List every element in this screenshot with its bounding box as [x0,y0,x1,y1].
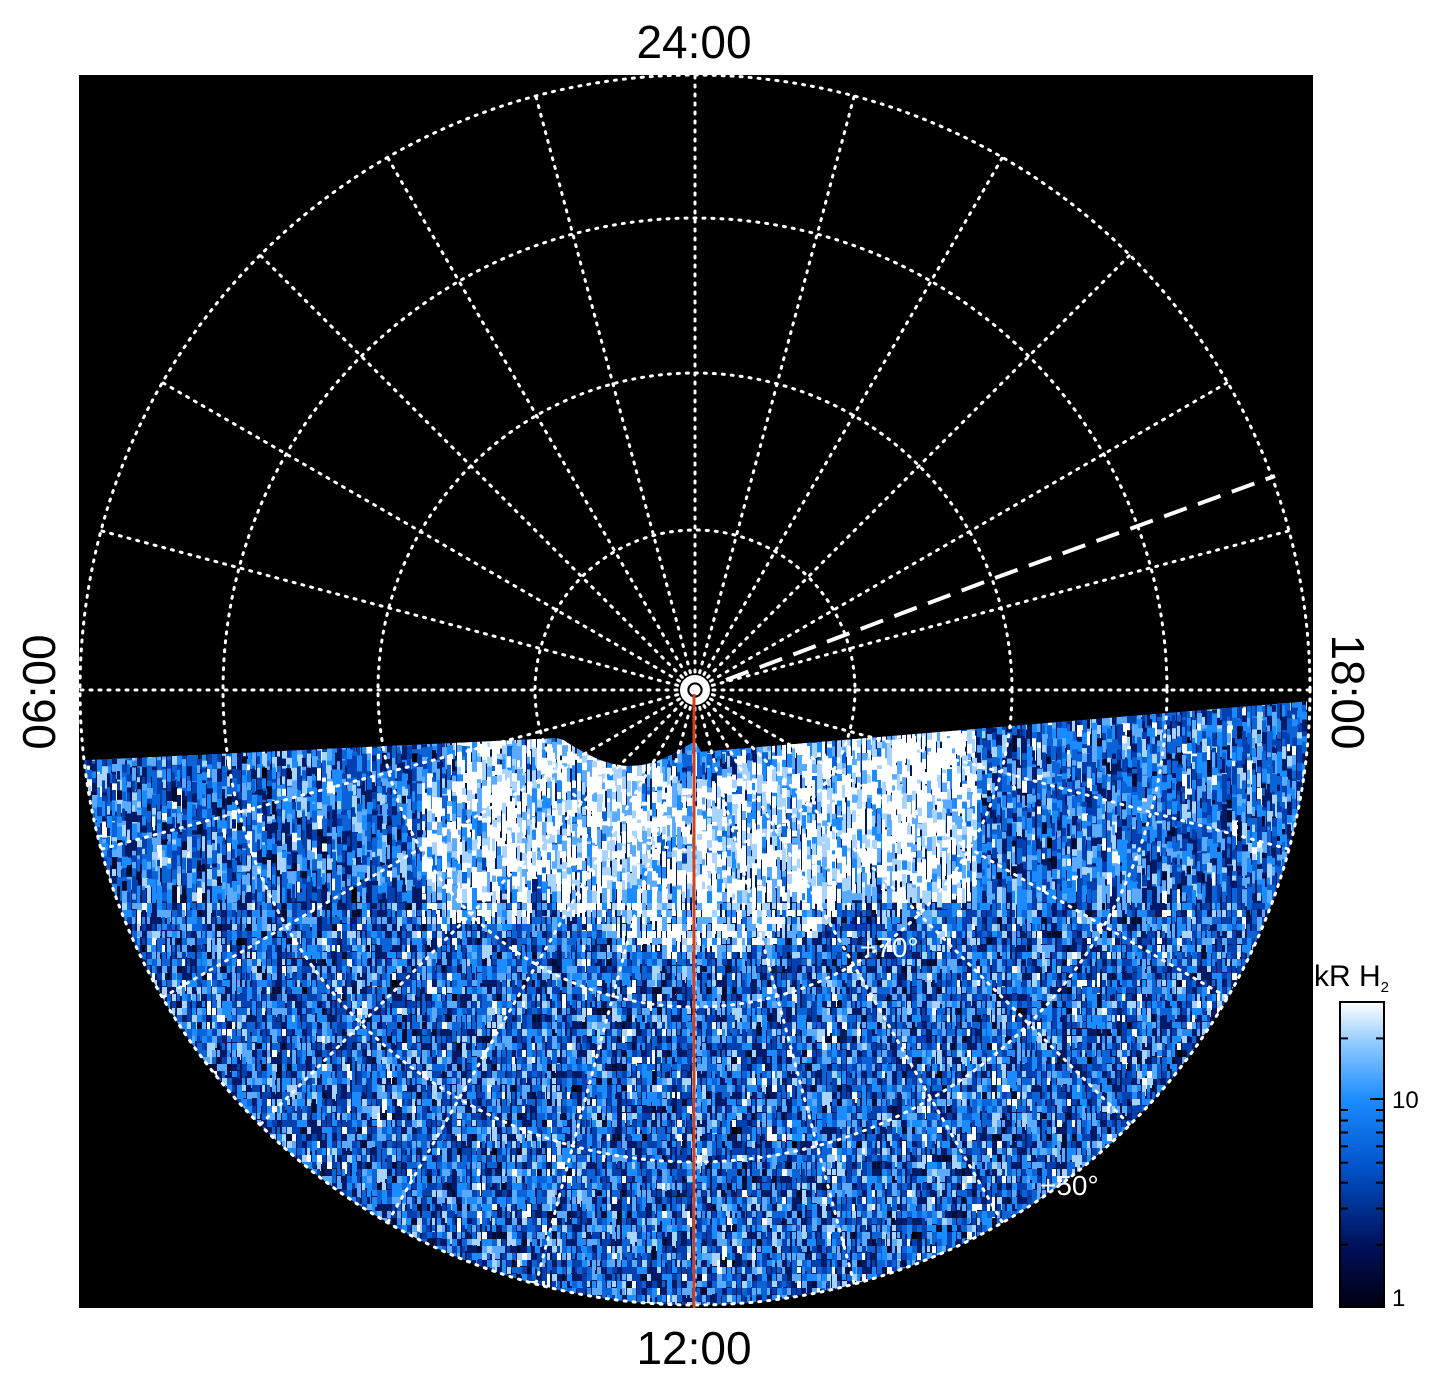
colorbar-title-main: kR H [1314,960,1381,993]
latitude-label-inner: +70° [860,932,919,963]
colorbar-title: kR H2 [1314,960,1389,996]
local-time-label-top: 24:00 [636,16,751,68]
latitude-label-outer: +50° [1040,1170,1099,1201]
colorbar-title-subscript: 2 [1381,979,1389,996]
local-time-label-bottom: 12:00 [636,1322,751,1374]
colorbar-tick-label-1: 1 [1392,1285,1405,1312]
colorbar-tick-label-10: 10 [1392,1087,1419,1114]
local-time-label-left: 06:00 [13,634,65,749]
colorbar: kR H2 10 1 [1314,960,1419,1312]
colorbar-gradient [1340,1002,1384,1307]
local-time-label-right: 18:00 [1322,634,1374,749]
